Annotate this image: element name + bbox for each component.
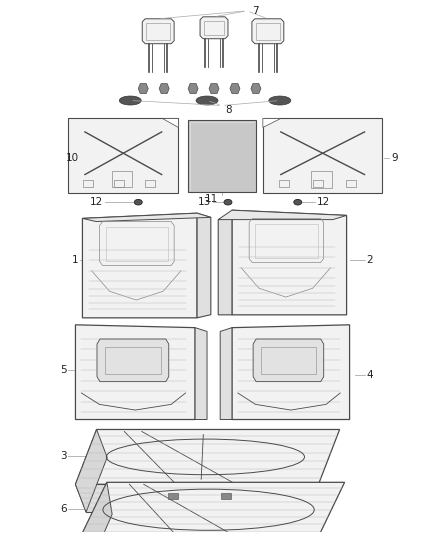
Text: 5: 5 xyxy=(60,365,67,375)
Ellipse shape xyxy=(196,96,218,105)
Polygon shape xyxy=(232,325,350,419)
Polygon shape xyxy=(232,210,346,315)
Polygon shape xyxy=(221,493,231,499)
Text: 7: 7 xyxy=(252,6,258,16)
Polygon shape xyxy=(97,339,169,382)
Ellipse shape xyxy=(224,199,232,205)
Polygon shape xyxy=(82,213,211,222)
Polygon shape xyxy=(188,120,256,192)
Polygon shape xyxy=(263,118,382,193)
Ellipse shape xyxy=(119,96,141,105)
Polygon shape xyxy=(138,84,148,94)
Text: 10: 10 xyxy=(65,154,78,163)
Text: 1: 1 xyxy=(72,255,78,265)
Polygon shape xyxy=(142,19,174,44)
Text: 9: 9 xyxy=(392,154,398,163)
Polygon shape xyxy=(251,84,261,94)
Text: 2: 2 xyxy=(367,255,373,265)
Polygon shape xyxy=(195,328,207,419)
Polygon shape xyxy=(75,430,107,512)
Ellipse shape xyxy=(294,199,302,205)
Polygon shape xyxy=(209,84,219,94)
Text: 6: 6 xyxy=(60,504,67,514)
Polygon shape xyxy=(81,482,112,533)
Polygon shape xyxy=(200,17,228,39)
Polygon shape xyxy=(159,84,169,94)
Text: 8: 8 xyxy=(225,106,232,116)
Polygon shape xyxy=(218,215,232,315)
Polygon shape xyxy=(218,210,346,220)
Polygon shape xyxy=(81,482,345,533)
Text: 4: 4 xyxy=(367,370,373,379)
Ellipse shape xyxy=(269,96,291,105)
Ellipse shape xyxy=(134,199,142,205)
Polygon shape xyxy=(197,213,211,318)
Text: 11: 11 xyxy=(205,194,218,204)
Polygon shape xyxy=(253,339,324,382)
Polygon shape xyxy=(188,84,198,94)
Polygon shape xyxy=(263,118,281,127)
Text: 12: 12 xyxy=(317,197,330,207)
Polygon shape xyxy=(82,213,197,318)
Text: 3: 3 xyxy=(60,451,67,462)
Polygon shape xyxy=(75,430,339,484)
Polygon shape xyxy=(252,19,284,44)
Polygon shape xyxy=(68,118,178,193)
Polygon shape xyxy=(75,325,195,419)
Polygon shape xyxy=(162,118,178,127)
Polygon shape xyxy=(168,493,178,499)
Polygon shape xyxy=(220,328,232,419)
Polygon shape xyxy=(230,84,240,94)
Text: 12: 12 xyxy=(90,197,103,207)
Polygon shape xyxy=(75,484,318,512)
Text: 13: 13 xyxy=(198,197,211,207)
